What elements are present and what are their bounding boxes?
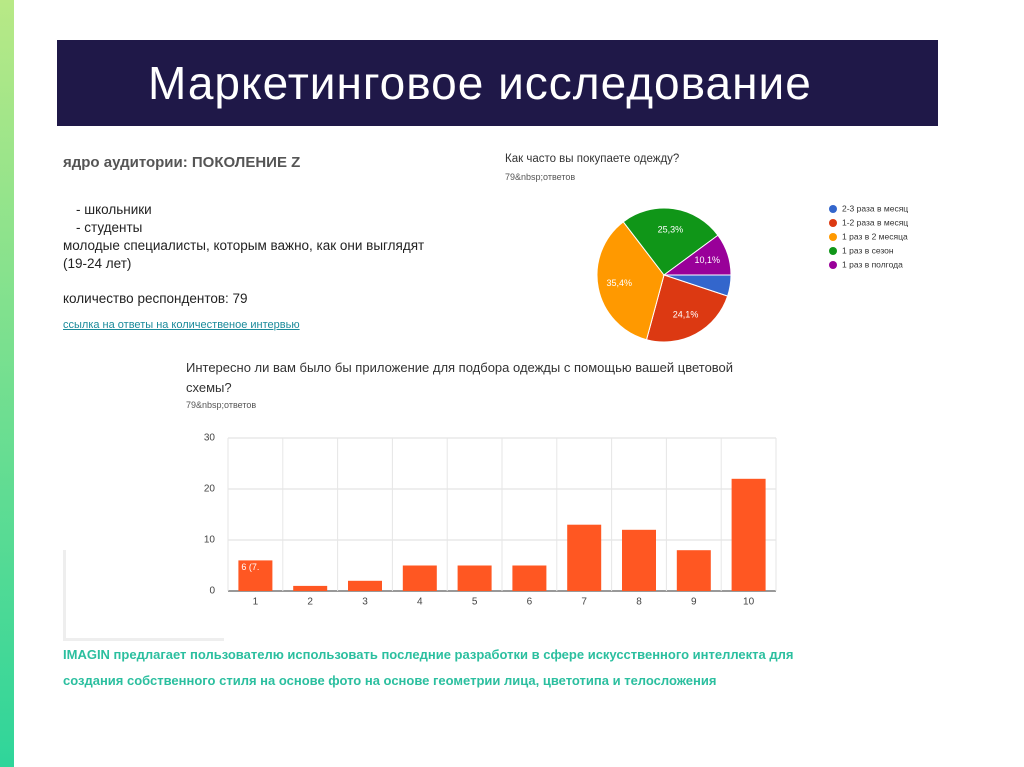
x-tick-label: 10: [743, 597, 755, 608]
bar: [238, 560, 273, 591]
x-tick-label: 2: [307, 597, 313, 608]
slice-label: 25,3%: [658, 224, 684, 234]
x-tick-label: 1: [253, 597, 259, 608]
bar: [457, 565, 492, 591]
line: (19-24 лет): [63, 256, 132, 271]
header: [57, 40, 938, 126]
bar: [622, 529, 656, 591]
x-tick-label: 5: [472, 597, 478, 608]
y-tick-label: 30: [204, 433, 216, 444]
line: молодые специалисты, которым важно, как …: [63, 238, 425, 253]
legend-swatch: [829, 247, 837, 255]
legend-label: 2-3 раза в месяц: [842, 203, 908, 213]
x-tick-label: 7: [581, 597, 587, 608]
bar-title: Интересно ли вам было бы приложение для …: [186, 360, 734, 395]
bar: [348, 580, 382, 591]
bar: [567, 524, 602, 591]
side-strip: [0, 0, 14, 767]
bar: [293, 585, 328, 591]
x-tick-label: 6: [527, 597, 533, 608]
slide-title: Маркетинговое исследование: [148, 57, 812, 109]
legend-label: 1 раз в сезон: [842, 245, 894, 255]
bar: [402, 565, 437, 591]
heading: ядро аудитории: ПОКОЛЕНИЕ Z: [63, 154, 301, 171]
x-tick-label: 4: [417, 597, 423, 608]
slice-label: 24,1%: [673, 310, 699, 320]
pie-slice: [622, 207, 719, 276]
pie-slice: [645, 274, 729, 343]
bar-subtitle: 79&nbsp;ответов: [186, 400, 257, 410]
slice-label: 10,1%: [695, 255, 721, 265]
legend-swatch: [829, 261, 837, 269]
pie-slice: [596, 221, 665, 341]
footer: IMAGIN предлагает пользователю использов…: [63, 647, 794, 688]
y-tick-label: 20: [204, 484, 216, 495]
line: - школьники: [76, 202, 152, 217]
pie-subtitle: 79&nbsp;ответов: [505, 172, 576, 182]
legend-swatch: [829, 233, 837, 241]
line: - студенты: [76, 220, 143, 235]
x-tick-label: 3: [362, 597, 368, 608]
respondents: количество респондентов: 79: [63, 291, 248, 306]
pie-slice: [662, 234, 732, 276]
x-tick-label: 9: [691, 597, 697, 608]
slice-label: 35,4%: [607, 278, 633, 288]
bar-annotation: 6 (7.: [241, 562, 259, 572]
legend-swatch: [829, 219, 837, 227]
legend-label: 1 раз в полгода: [842, 259, 903, 269]
x-tick-label: 8: [636, 597, 642, 608]
legend-swatch: [829, 205, 837, 213]
pie-title: Как часто вы покупаете одежду?: [505, 153, 680, 165]
link[interactable]: ссылка на ответы на количественое интерв…: [63, 319, 300, 331]
y-tick-label: 0: [209, 586, 215, 597]
bar: [512, 565, 547, 591]
legend-label: 1-2 раза в месяц: [842, 217, 908, 227]
bracket: [63, 550, 224, 641]
bar: [731, 478, 766, 591]
bar: [676, 550, 711, 591]
y-tick-label: 10: [204, 535, 216, 546]
legend-label: 1 раз в 2 месяца: [842, 231, 908, 241]
